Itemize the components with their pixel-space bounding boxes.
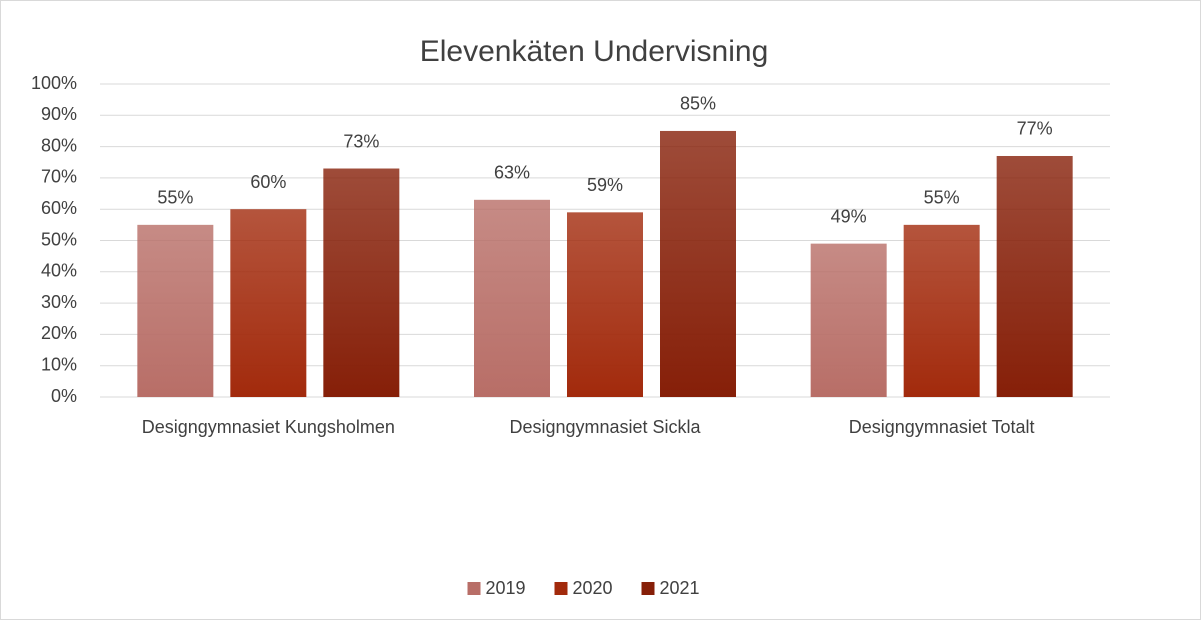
data-label: 49%: [831, 206, 867, 226]
y-tick-label: 10%: [41, 354, 77, 374]
bar: [996, 155, 1073, 397]
data-label: 55%: [924, 188, 960, 208]
legend-label: 2020: [573, 578, 613, 598]
y-tick-label: 40%: [41, 261, 77, 281]
x-tick-label: Designgymnasiet Sickla: [509, 417, 701, 437]
bar: [810, 243, 887, 397]
data-label: 85%: [680, 94, 716, 114]
y-tick-label: 20%: [41, 323, 77, 343]
data-label: 77%: [1017, 119, 1053, 139]
bar: [903, 224, 980, 397]
bar: [474, 199, 550, 397]
bar: [567, 212, 643, 397]
bar: [230, 209, 307, 397]
y-tick-label: 100%: [31, 73, 77, 93]
data-label: 55%: [157, 188, 193, 208]
y-tick-label: 90%: [41, 104, 77, 124]
legend-label: 2021: [660, 578, 700, 598]
data-label: 63%: [494, 163, 530, 183]
bar: [323, 168, 400, 397]
y-tick-label: 0%: [51, 386, 77, 406]
x-tick-label: Designgymnasiet Kungsholmen: [142, 417, 395, 437]
x-tick-label: Designgymnasiet Totalt: [849, 417, 1035, 437]
y-tick-label: 50%: [41, 229, 77, 249]
data-label: 73%: [343, 131, 379, 151]
y-tick-label: 30%: [41, 292, 77, 312]
y-tick-label: 80%: [41, 135, 77, 155]
chart-title: Elevenkäten Undervisning: [420, 35, 769, 68]
bar: [137, 224, 214, 397]
y-tick-label: 60%: [41, 198, 77, 218]
data-label: 60%: [250, 172, 286, 192]
y-tick-label: 70%: [41, 167, 77, 187]
bar: [660, 130, 736, 397]
legend-swatch: [467, 582, 481, 595]
legend-swatch: [554, 582, 568, 595]
data-label: 59%: [587, 175, 623, 195]
legend-swatch: [641, 582, 655, 595]
legend-label: 2019: [486, 578, 526, 598]
